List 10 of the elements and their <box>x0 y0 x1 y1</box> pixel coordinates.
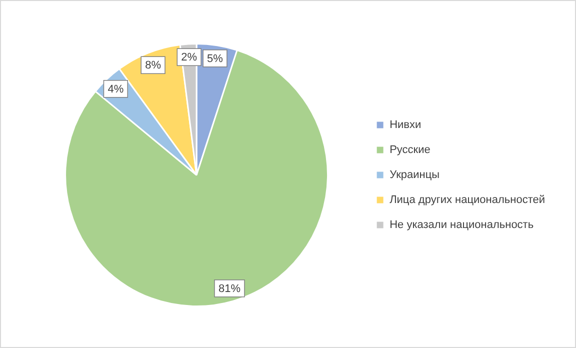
data-label: 5% <box>207 52 224 65</box>
data-label: 4% <box>108 83 124 96</box>
data-label: 2% <box>181 52 198 64</box>
legend-label: Украинцы <box>390 169 440 182</box>
legend-label: Лица других национальностей <box>390 194 546 206</box>
legend-label: Нивхи <box>390 119 422 132</box>
data-label: 81% <box>218 282 241 295</box>
data-label: 8% <box>145 60 162 72</box>
legend-label: Русские <box>390 144 430 156</box>
legend-label: Не указали национальность <box>390 219 534 232</box>
